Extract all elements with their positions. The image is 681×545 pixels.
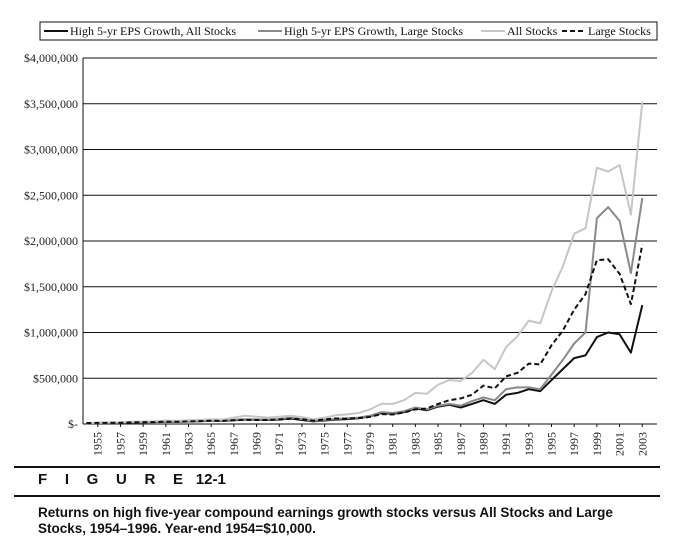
x-tick-label: 1973 (295, 432, 309, 456)
x-tick-label: 1989 (476, 432, 490, 456)
x-tick-label: 1959 (136, 432, 150, 456)
x-tick-label: 1975 (318, 432, 332, 456)
legend-box (39, 21, 658, 41)
x-tick-label: 1983 (408, 432, 422, 456)
figure-label: F I G U R E 12-1 (38, 471, 226, 488)
x-tick-label: 1961 (159, 432, 173, 456)
x-tick-label: 1963 (181, 432, 195, 456)
y-tick-label: $1,500,000 (24, 280, 78, 294)
x-tick-label: 1979 (363, 432, 377, 456)
legend-label: High 5-yr EPS Growth, Large Stocks (284, 24, 463, 38)
series-line (86, 101, 644, 425)
series-line (86, 244, 644, 425)
x-tick-label: 1985 (431, 432, 445, 456)
y-tick-label: $2,500,000 (24, 188, 78, 202)
y-tick-label: $3,000,000 (24, 143, 78, 157)
x-tick-label: 1971 (272, 432, 286, 456)
y-tick-label: $- (68, 417, 78, 431)
x-tick-label: 1981 (386, 432, 400, 456)
legend-label: All Stocks (507, 24, 558, 38)
x-tick-label: 1993 (522, 432, 536, 456)
figure-label-text: F I G U R E (38, 471, 190, 488)
legend-label: Large Stocks (588, 24, 651, 38)
x-tick-label: 1995 (545, 432, 559, 456)
x-tick-label: 1997 (567, 432, 581, 456)
figure-caption: Returns on high five-year compound earni… (38, 505, 613, 536)
y-tick-label: $2,000,000 (24, 234, 78, 248)
x-tick-label: 2003 (635, 432, 649, 456)
line-chart: $- $500,000 $1,000,000 $1,500,000 $2,000,000… (24, 21, 658, 456)
y-tick-label: $500,000 (33, 371, 78, 385)
axes: $- $500,000 $1,000,000 $1,500,000 $2,000,000… (24, 51, 649, 456)
figure-number: 12-1 (195, 471, 226, 488)
y-tick-label: $1,000,000 (24, 326, 78, 340)
y-tick-label: $4,000,000 (24, 51, 78, 65)
x-tick-label: 1965 (204, 432, 218, 456)
x-tick-label: 1977 (340, 432, 354, 456)
legend: High 5-yr EPS Growth, All Stocks High 5-y… (39, 21, 658, 41)
gridlines (83, 57, 657, 425)
x-tick-label: 1987 (454, 432, 468, 456)
figure-rule-top (14, 466, 660, 468)
y-tick-label: $3,500,000 (24, 97, 78, 111)
x-tick-label: 1991 (499, 432, 513, 456)
legend-label: High 5-yr EPS Growth, All Stocks (70, 24, 236, 38)
figure-rule-bottom (14, 495, 660, 497)
series-lines (86, 101, 644, 425)
x-tick-label: 1967 (227, 432, 241, 456)
x-tick-label: 1957 (113, 432, 127, 456)
x-tick-label: 2001 (613, 432, 627, 456)
series-line (86, 197, 644, 425)
x-tick-label: 1999 (590, 432, 604, 456)
x-tick-label: 1969 (250, 432, 264, 456)
x-tick-label: 1955 (91, 432, 105, 456)
